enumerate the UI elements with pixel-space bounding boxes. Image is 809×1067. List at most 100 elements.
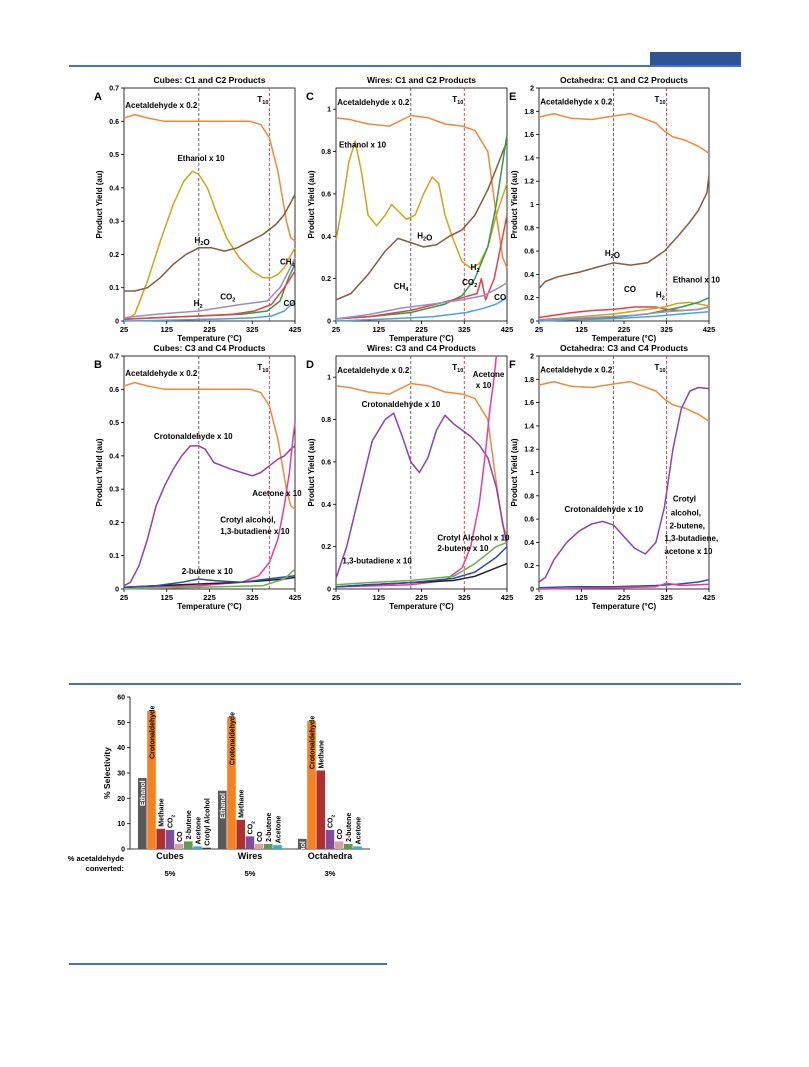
y-axis-label: Product Yield (au) bbox=[95, 438, 104, 506]
bar-bar_ethanol bbox=[138, 778, 147, 849]
y-axis-label: Product Yield (au) bbox=[510, 438, 519, 506]
panel-title: Cubes: C1 and C2 Products bbox=[154, 75, 266, 85]
y-tick-label: 20 bbox=[117, 796, 125, 803]
x-tick-label: 25 bbox=[332, 593, 340, 602]
annotation-label: CO2 bbox=[462, 278, 477, 289]
y-tick-label: 0.6 bbox=[321, 191, 331, 198]
bar-bar_co2 bbox=[325, 830, 335, 849]
y-tick-label: 0.4 bbox=[524, 272, 534, 279]
middle-rule bbox=[69, 683, 741, 685]
y-tick-label: 0 bbox=[530, 587, 534, 594]
y-tick-label: 0.4 bbox=[109, 453, 119, 460]
annotation-label: Crotyl bbox=[673, 495, 696, 504]
y-tick-label: 0.8 bbox=[524, 225, 534, 232]
y-axis-label: % Selectivity bbox=[102, 747, 112, 799]
t10-label: T10 bbox=[655, 95, 666, 106]
x-tick-label: 425 bbox=[703, 593, 716, 602]
annotation-label: H2O bbox=[417, 231, 432, 242]
annotation-label: Acetaldehyde x 0.2 bbox=[337, 366, 410, 375]
annotation-label: H2 bbox=[471, 263, 480, 274]
x-tick-label: 25 bbox=[120, 593, 128, 602]
selectivity-chart: 0 10 20 30 40 50 60 % Selectivity Ethanol Crotona… bbox=[68, 695, 370, 878]
bar-bar_co bbox=[334, 841, 344, 849]
panel-title: Cubes: C3 and C4 Products bbox=[154, 343, 266, 353]
annotation-label: Acetone x 10 bbox=[252, 489, 302, 498]
series-line-water bbox=[335, 140, 508, 301]
y-tick-label: 0.4 bbox=[321, 502, 331, 509]
series-line-acetaldehyde bbox=[538, 380, 710, 422]
header-tab bbox=[650, 52, 741, 65]
x-tick-label: 225 bbox=[618, 325, 631, 334]
y-tick-label: 0.6 bbox=[321, 459, 331, 466]
bar-label: Crotonaldehyde bbox=[309, 716, 316, 769]
x-tick-label: 125 bbox=[372, 593, 385, 602]
bar-label: Methane bbox=[239, 789, 246, 818]
series-line-acetone bbox=[123, 422, 296, 589]
panel-letter: A bbox=[94, 91, 102, 103]
conversion-value: 3% bbox=[325, 869, 336, 878]
annotation-label: Acetaldehyde x 0.2 bbox=[337, 98, 410, 107]
y-tick-label: 0 bbox=[327, 587, 331, 594]
bar-bar_butene bbox=[344, 843, 353, 849]
series-line-crotonaldehyde bbox=[335, 412, 508, 579]
y-tick-label: 60 bbox=[117, 695, 125, 702]
panel-title: Octahedra: C1 and C2 Products bbox=[560, 75, 688, 85]
y-tick-label: 0.5 bbox=[109, 152, 119, 159]
panel-F: Octahedra: C3 and C4 Products F 25 125 225 32… bbox=[509, 343, 718, 611]
annotation-label: Acetone bbox=[473, 370, 505, 379]
y-tick-label: 0 bbox=[530, 319, 534, 326]
group-label: Wires bbox=[238, 851, 262, 861]
x-tick-label: 425 bbox=[289, 325, 302, 334]
annotation-label: acetone x 10 bbox=[664, 547, 713, 556]
series-line-acetaldehyde bbox=[123, 381, 296, 510]
x-tick-label: 325 bbox=[660, 593, 673, 602]
bar-label: Acetone bbox=[355, 817, 362, 845]
conversion-label: converted: bbox=[86, 864, 124, 873]
x-tick-label: 125 bbox=[575, 593, 588, 602]
annotation-label: CH4 bbox=[280, 257, 296, 268]
y-tick-label: 0.3 bbox=[109, 487, 119, 494]
series-line-co bbox=[538, 310, 710, 322]
series-line-ethanol bbox=[335, 140, 508, 269]
annotation-label: H2 bbox=[656, 291, 665, 302]
y-tick-label: 1.4 bbox=[524, 423, 534, 430]
x-tick-label: 425 bbox=[289, 593, 302, 602]
series-line-butene bbox=[538, 578, 710, 589]
x-tick-label: 325 bbox=[458, 593, 471, 602]
bar-bar_ethanol bbox=[218, 790, 227, 849]
annotation-label: CO bbox=[283, 299, 295, 308]
y-tick-label: 0.6 bbox=[524, 517, 534, 524]
t10-label: T10 bbox=[655, 363, 666, 374]
x-tick-label: 225 bbox=[618, 593, 631, 602]
panel-letter: E bbox=[509, 91, 516, 103]
panel-title: Wires: C3 and C4 Products bbox=[367, 343, 476, 353]
y-tick-label: 0.2 bbox=[524, 295, 534, 302]
series-line-co2 bbox=[123, 270, 296, 321]
series-line-crotonaldehyde bbox=[538, 386, 710, 583]
bar-bar_acetone bbox=[193, 846, 202, 849]
x-tick-label: 25 bbox=[535, 325, 543, 334]
y-tick-label: 0.1 bbox=[109, 553, 119, 560]
bar-label: CO2 bbox=[248, 821, 257, 835]
annotation-label: 2-butene x 10 bbox=[182, 567, 234, 576]
annotation-label: Ethanol x 10 bbox=[673, 276, 721, 285]
series-line-water bbox=[538, 175, 710, 289]
x-axis-label: Temperature (°C) bbox=[389, 602, 454, 611]
bar-label: Acetone bbox=[275, 815, 282, 843]
annotation-label: H2O bbox=[605, 249, 620, 260]
bottom-rule bbox=[69, 963, 387, 965]
bar-label: Ethanol bbox=[140, 780, 147, 806]
annotation-label: Crotonaldehyde x 10 bbox=[362, 400, 441, 409]
bar-bar_acetone bbox=[353, 846, 362, 849]
annotation-label: Ethanol x 10 bbox=[177, 154, 225, 163]
y-tick-label: 0 bbox=[115, 319, 119, 326]
y-tick-label: 0.3 bbox=[109, 219, 119, 226]
panel-title: Octahedra: C3 and C4 Products bbox=[560, 343, 688, 353]
x-tick-label: 225 bbox=[203, 593, 216, 602]
y-tick-label: 10 bbox=[117, 821, 125, 828]
series-line-ch4 bbox=[335, 282, 508, 320]
y-tick-label: 0.2 bbox=[109, 252, 119, 259]
bar-label: 2-butene bbox=[346, 813, 353, 842]
bar-bar_ethanol bbox=[298, 838, 307, 849]
